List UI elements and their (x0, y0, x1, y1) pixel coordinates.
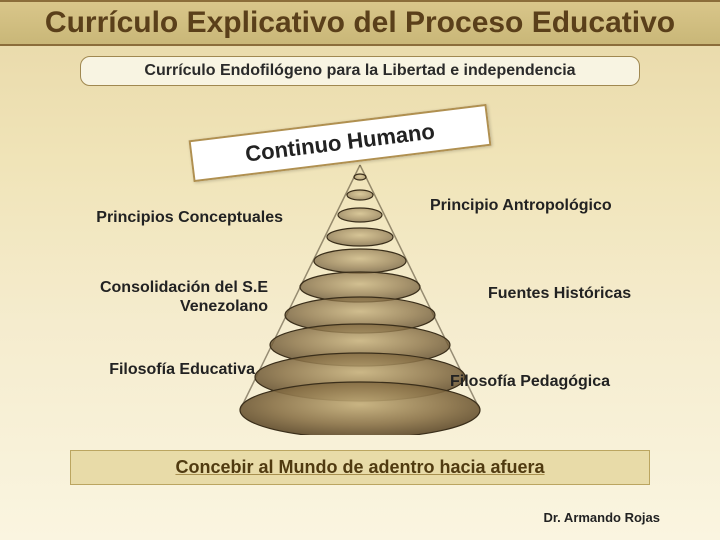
subtitle-text: Currículo Endofilógeno para la Libertad … (144, 62, 575, 79)
bottom-banner-text: Concebir al Mundo de adentro hacia afuer… (175, 457, 544, 477)
title-banner: Currículo Explicativo del Proceso Educat… (0, 0, 720, 46)
label-consolidacion-se-venezolano: Consolidación del S.E Venezolano (63, 278, 268, 316)
subtitle-banner: Currículo Endofilógeno para la Libertad … (80, 56, 640, 86)
label-filosofia-pedagogica: Filosofía Pedagógica (450, 372, 670, 391)
label-fuentes-historicas: Fuentes Históricas (488, 284, 688, 303)
page-title: Currículo Explicativo del Proceso Educat… (10, 6, 710, 40)
author-credit: Dr. Armando Rojas (543, 510, 660, 525)
bottom-banner: Concebir al Mundo de adentro hacia afuer… (70, 450, 650, 485)
label-principio-antropologico: Principio Antropológico (430, 196, 680, 215)
label-principios-conceptuales: Principios Conceptuales (63, 208, 283, 227)
label-filosofia-educativa: Filosofía Educativa (80, 360, 255, 379)
